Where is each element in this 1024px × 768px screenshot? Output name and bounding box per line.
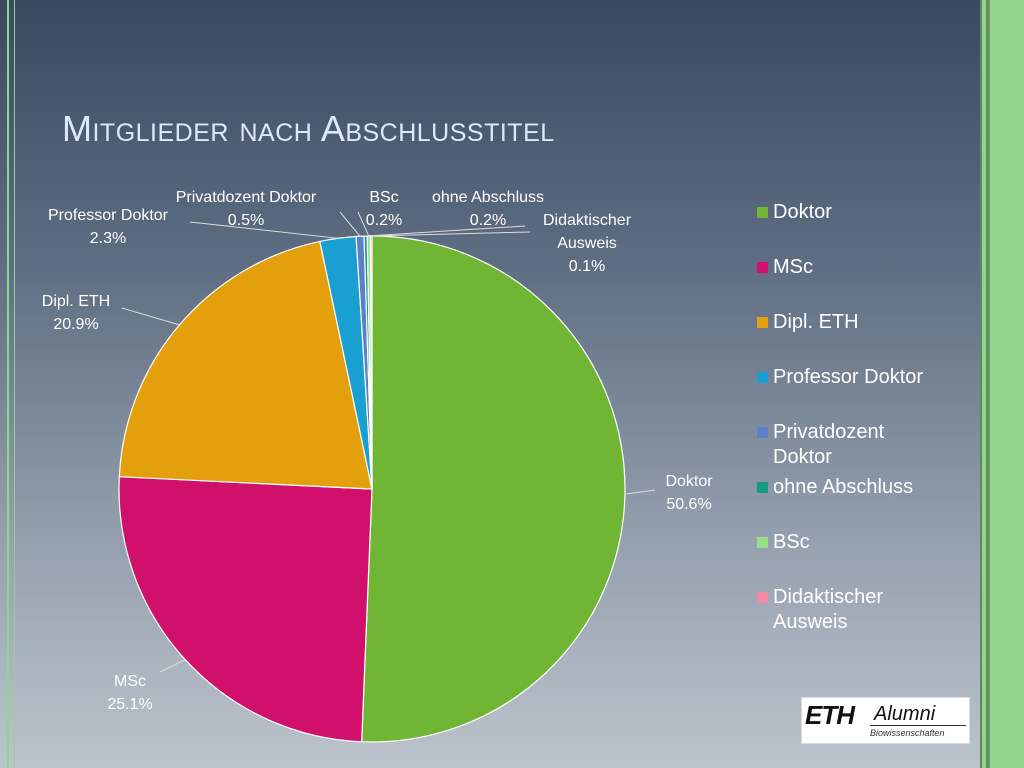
legend-item: Dipl. ETH — [757, 310, 859, 335]
legend-label: BSc — [773, 531, 810, 553]
legend-label: Didaktischer — [773, 586, 884, 608]
legend-label: Ausweis — [773, 611, 848, 633]
legend-label: Dipl. ETH — [773, 311, 859, 333]
slide-border-left — [0, 0, 15, 768]
legend-label: Doktor — [773, 201, 832, 223]
data-label: Privatdozent Doktor 0.5% — [176, 189, 317, 229]
data-label: ohne Abschluss 0.2% — [432, 189, 544, 229]
data-label: Dipl. ETH 20.9% — [42, 293, 110, 333]
legend-item: Didaktischer Ausweis — [757, 585, 883, 635]
legend-label: Doktor — [773, 446, 832, 468]
data-label: Professor Doktor 2.3% — [48, 207, 169, 247]
legend-swatch — [757, 537, 768, 548]
legend-swatch — [757, 592, 768, 603]
legend-swatch — [757, 207, 768, 218]
legend-swatch — [757, 372, 768, 383]
leader-line — [121, 307, 180, 326]
legend-swatch — [757, 482, 768, 493]
logo-small-text: Biowissenschaften — [870, 728, 945, 738]
leader-line — [189, 221, 338, 239]
logo-divider — [870, 725, 966, 726]
legend-label: ohne Abschluss — [773, 476, 914, 498]
legend-item: BSc — [757, 530, 810, 555]
eth-alumni-logo: ETH Alumni Biowissenschaften — [801, 697, 970, 744]
logo-sub-text: Alumni — [874, 703, 936, 725]
legend-swatch — [757, 427, 768, 438]
slide-border-right — [980, 0, 1024, 768]
leader-line — [339, 211, 361, 237]
legend-swatch — [757, 262, 768, 273]
leader-line — [371, 231, 531, 237]
legend-item: MSc — [757, 255, 813, 280]
legend-item: Professor Doktor — [757, 365, 923, 390]
legend-item: Privatdozent Doktor — [757, 420, 884, 470]
legend-item: ohne Abschluss — [757, 475, 913, 500]
leader-line — [357, 211, 370, 237]
legend-label: Professor Doktor — [773, 366, 924, 388]
data-label: Doktor 50.6% — [665, 473, 713, 513]
legend-label: Privatdozent — [773, 421, 885, 443]
legend-swatch — [757, 317, 768, 328]
pie-slice-doktor — [361, 235, 626, 743]
slide-title: Mitglieder nach Abschlusstitel — [62, 108, 555, 149]
legend-label: MSc — [773, 256, 813, 278]
data-label: BSc 0.2% — [366, 189, 402, 229]
leader-line — [624, 489, 656, 495]
data-label: Didaktischer Ausweis 0.1% — [543, 212, 632, 275]
data-label: MSc 25.1% — [107, 673, 152, 713]
legend-item: Doktor — [757, 200, 832, 225]
pie-slice-msc — [118, 476, 373, 743]
logo-main-text: ETH — [805, 700, 855, 730]
leader-line — [159, 659, 186, 673]
leader-line — [365, 225, 526, 237]
